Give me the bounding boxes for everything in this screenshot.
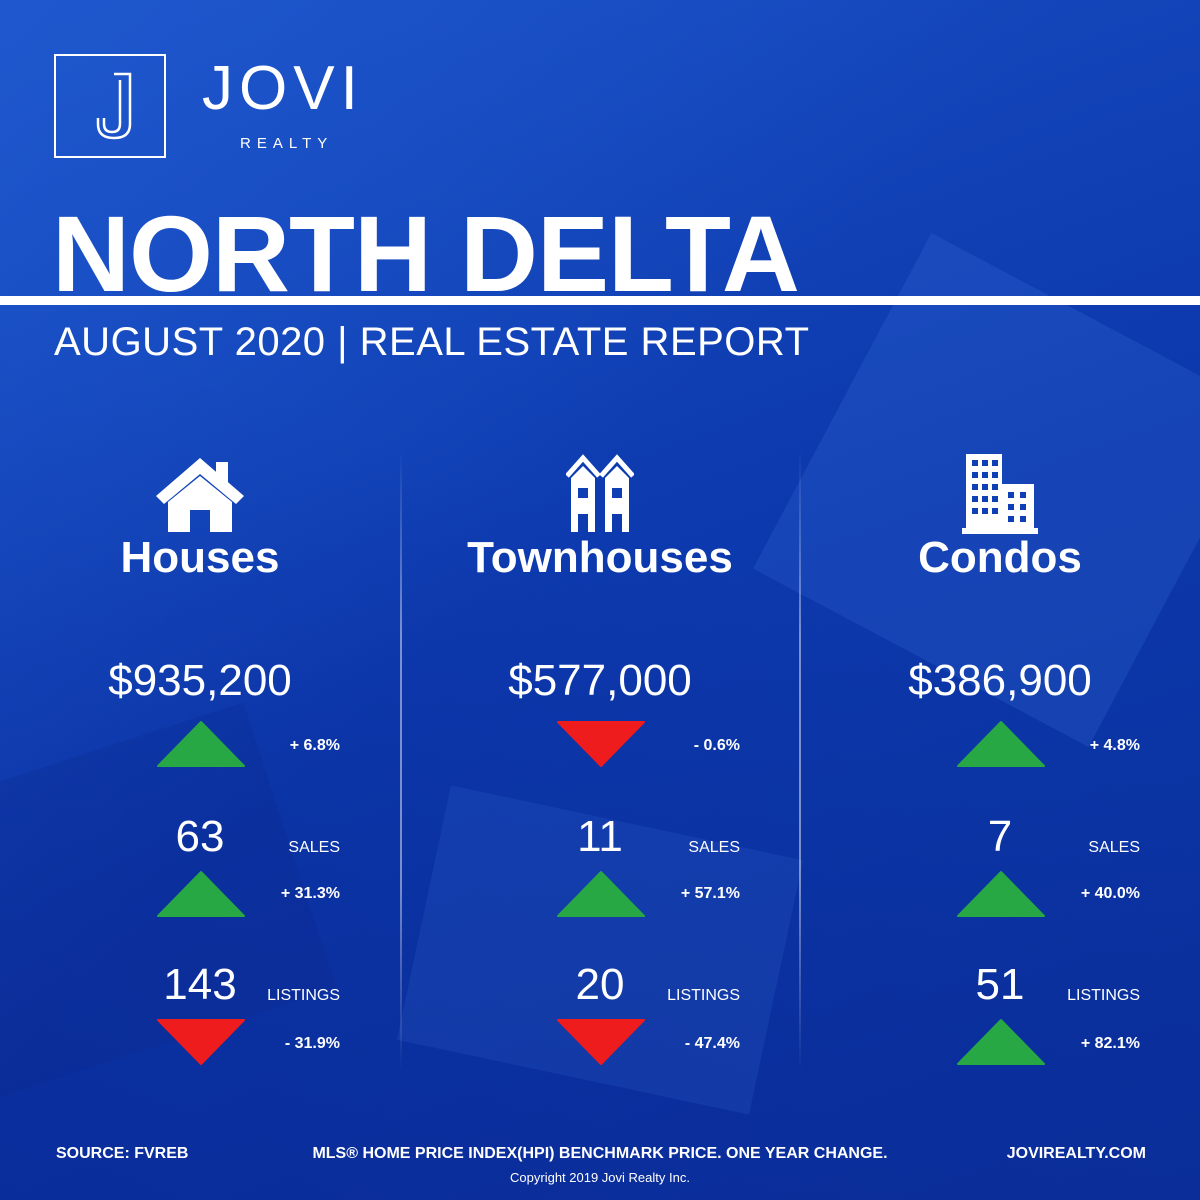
footer-website[interactable]: JOVIREALTY.COM [1006, 1145, 1146, 1162]
title-underline [0, 296, 1200, 305]
category-title: Houses [120, 533, 280, 582]
listings-count: 51 [975, 960, 1025, 1009]
column-townhouses: Townhouses $577,000 - 0.6% 11 SALES + 57… [400, 420, 800, 1100]
sales-count: 63 [175, 812, 225, 861]
listings-trend-down-icon [557, 1019, 645, 1065]
brand-sub: REALTY [240, 135, 334, 152]
column-condos: Condos $386,900 + 4.8% 7 SALES + 40.0% 5… [800, 420, 1200, 1100]
sales-label: SALES [288, 839, 340, 856]
price-value: $577,000 [508, 656, 692, 705]
townhouse-icon [400, 434, 800, 534]
brand-name: JOVI [202, 54, 364, 123]
price-change: + 4.8% [1089, 737, 1140, 754]
column-divider [799, 450, 801, 1070]
footer-note: MLS® HOME PRICE INDEX(HPI) BENCHMARK PRI… [312, 1145, 888, 1162]
footer-copyright: Copyright 2019 Jovi Realty Inc. [510, 1170, 690, 1185]
sales-change: + 57.1% [680, 885, 740, 902]
listings-label: LISTINGS [267, 987, 340, 1004]
listings-change: + 82.1% [1080, 1035, 1140, 1052]
listings-label: LISTINGS [1067, 987, 1140, 1004]
page-subtitle: AUGUST 2020 | REAL ESTATE REPORT [54, 320, 810, 364]
price-change: + 6.8% [289, 737, 340, 754]
house-icon [0, 434, 400, 534]
condo-building-icon [800, 434, 1200, 534]
column-houses: Houses $935,200 + 6.8% 63 SALES + 31.3% … [0, 420, 400, 1100]
sales-change: + 31.3% [280, 885, 340, 902]
listings-change: - 47.4% [684, 1035, 740, 1052]
price-trend-down-icon [557, 721, 645, 767]
sales-trend-up-icon [157, 871, 245, 917]
logo-j-icon [96, 72, 132, 140]
sales-label: SALES [688, 839, 740, 856]
price-value: $935,200 [108, 656, 292, 705]
listings-trend-down-icon [157, 1019, 245, 1065]
listings-count: 143 [163, 960, 237, 1009]
category-title: Townhouses [467, 533, 733, 582]
listings-count: 20 [575, 960, 625, 1009]
sales-count: 11 [577, 812, 623, 861]
footer-source: SOURCE: FVREB [56, 1145, 189, 1162]
price-change: - 0.6% [693, 737, 740, 754]
sales-count: 7 [987, 812, 1013, 861]
price-trend-up-icon [157, 721, 245, 767]
price-value: $386,900 [908, 656, 1092, 705]
listings-trend-up-icon [957, 1019, 1045, 1065]
sales-trend-up-icon [957, 871, 1045, 917]
sales-label: SALES [1088, 839, 1140, 856]
category-title: Condos [918, 533, 1082, 582]
column-divider [400, 450, 402, 1070]
price-trend-up-icon [957, 721, 1045, 767]
sales-change: + 40.0% [1080, 885, 1140, 902]
page-title: NORTH DELTA [52, 193, 800, 314]
sales-trend-up-icon [557, 871, 645, 917]
listings-change: - 31.9% [284, 1035, 340, 1052]
logo [54, 54, 166, 158]
listings-label: LISTINGS [667, 987, 740, 1004]
